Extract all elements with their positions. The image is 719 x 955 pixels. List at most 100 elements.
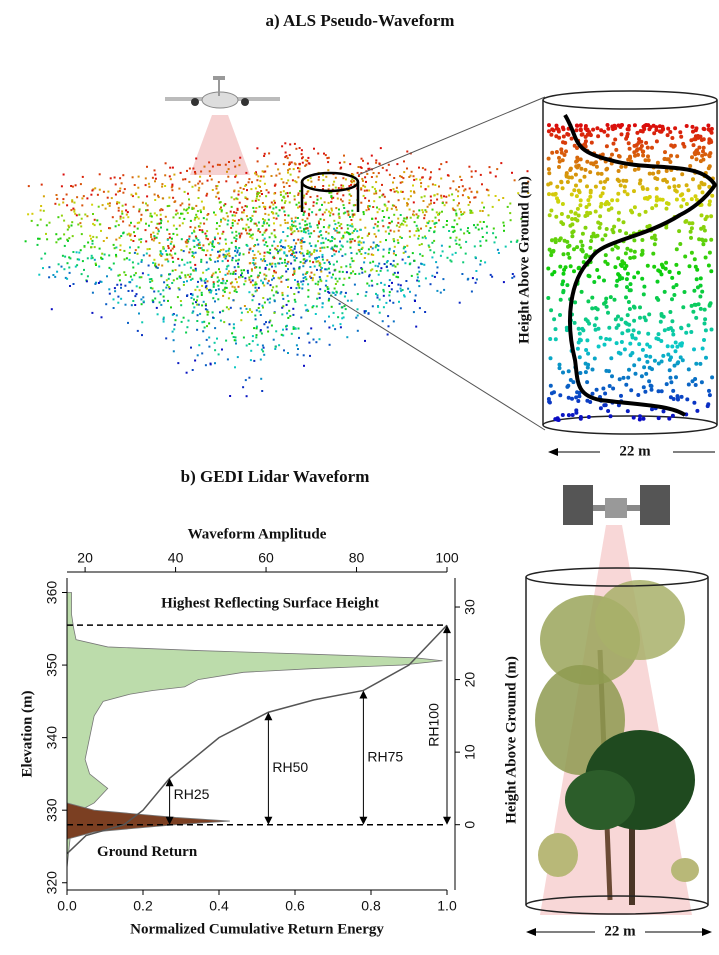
lidar-point [327,288,329,290]
lidar-point [178,188,180,190]
lidar-point [264,208,266,210]
lidar-point [259,311,261,313]
lidar-point [107,191,109,193]
lidar-point [691,177,695,181]
lidar-point [159,242,161,244]
lidar-point [176,234,178,236]
lidar-point [122,174,124,176]
lidar-point [628,288,632,292]
lidar-point [357,308,359,310]
lidar-point [317,199,319,201]
lidar-point [120,218,122,220]
lidar-point [360,189,362,191]
lidar-point [604,300,608,304]
lidar-point [316,250,318,252]
lidar-point [339,271,341,273]
lidar-point [300,281,302,283]
lidar-point [321,267,323,269]
lidar-point [263,155,265,157]
lidar-point [649,125,653,129]
lidar-point [218,280,220,282]
lidar-point [616,323,620,327]
lidar-point [643,390,647,394]
x-axis-label: Normalized Cumulative Return Energy [130,921,384,937]
lidar-point [646,154,650,158]
lidar-point [101,253,103,255]
lidar-point [175,269,177,271]
lidar-point [345,265,347,267]
lidar-point [123,250,125,252]
lidar-point [641,252,645,256]
lidar-point [309,266,311,268]
lidar-point [337,316,339,318]
lidar-point [213,284,215,286]
lidar-point [227,223,229,225]
lidar-point [495,236,497,238]
lidar-point [430,283,432,285]
lidar-point [409,209,411,211]
lidar-point [677,229,681,233]
lidar-point [279,209,281,211]
lidar-point [681,305,685,309]
lidar-point [325,154,327,156]
lidar-point [200,211,202,213]
lidar-point [569,378,573,382]
lidar-point [66,204,68,206]
lidar-point [114,177,116,179]
lidar-point [328,232,330,234]
lidar-point [602,186,606,190]
lidar-point [673,364,677,368]
lidar-point [440,178,442,180]
lidar-point [415,326,417,328]
lidar-point [304,224,306,226]
lidar-point [413,210,415,212]
lidar-point [31,213,33,215]
lidar-point [190,220,192,222]
lidar-point [67,229,69,231]
lidar-point [456,214,458,216]
lidar-point [170,243,172,245]
lidar-point [162,197,164,199]
lidar-point [81,204,83,206]
lidar-point [260,190,262,192]
lidar-point [246,308,248,310]
lidar-point [617,218,621,222]
lidar-point [154,237,156,239]
lidar-point [575,194,579,198]
lidar-point [627,128,631,132]
lidar-point [391,208,393,210]
lidar-point [665,157,669,161]
lidar-point [579,123,583,127]
lidar-point [455,240,457,242]
lidar-point [491,276,493,278]
lidar-point [371,268,373,270]
lidar-point [263,206,265,208]
lidar-point [366,283,368,285]
lidar-point [650,384,654,388]
lidar-point [199,229,201,231]
lidar-point [453,199,455,201]
lidar-point [493,228,495,230]
lidar-point [166,254,168,256]
lidar-point [681,142,685,146]
lidar-point [670,319,674,323]
lidar-point [170,306,172,308]
lidar-point [220,249,222,251]
lidar-point [633,168,637,172]
lidar-point [189,261,191,263]
lidar-point [319,231,321,233]
lidar-point [413,214,415,216]
lidar-point [313,251,315,253]
lidar-point [385,302,387,304]
lidar-point [565,283,569,287]
lidar-point [641,185,645,189]
lidar-point [200,209,202,211]
lidar-point [238,164,240,166]
lidar-point [459,208,461,210]
lidar-point [393,177,395,179]
lidar-point [120,244,122,246]
lidar-point [177,258,179,260]
lidar-point [299,190,301,192]
lidar-point [307,227,309,229]
lidar-point [309,163,311,165]
